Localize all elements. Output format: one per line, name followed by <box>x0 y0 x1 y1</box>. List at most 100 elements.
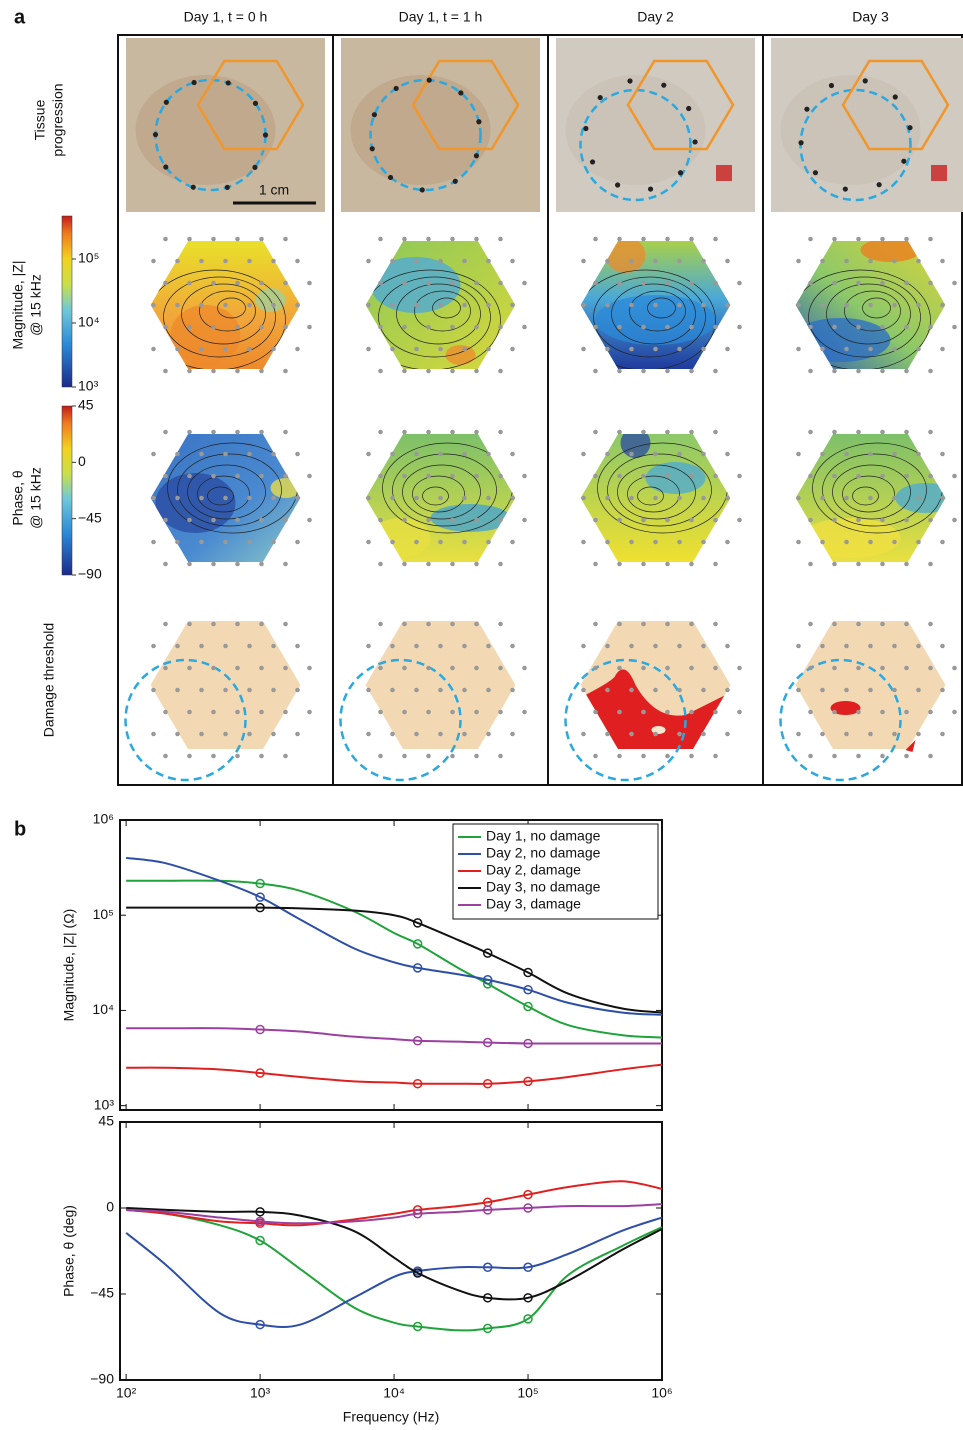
electrode-dot <box>808 561 813 567</box>
electrode-dot <box>259 753 264 759</box>
magnitude-map <box>150 241 301 369</box>
electrode-dot <box>856 621 861 627</box>
legend-box <box>452 823 659 920</box>
electrode-dot <box>235 709 240 715</box>
series-line <box>126 879 663 1039</box>
electrode-dot <box>211 429 216 435</box>
electrode-dot <box>605 495 610 501</box>
suture <box>225 80 231 86</box>
wound-outline <box>369 78 482 192</box>
electrode-dot <box>259 324 264 330</box>
row-label: @ 15 kHz <box>28 467 44 529</box>
electrode-dot <box>211 621 216 627</box>
electrode-dot <box>283 429 288 435</box>
electrode-dot <box>390 539 395 545</box>
electrode-dot <box>832 665 837 671</box>
electrode-dot <box>677 451 682 457</box>
electrode-dot <box>175 495 180 501</box>
electrode-dot <box>689 368 694 374</box>
y-tick-label: 45 <box>98 1113 114 1129</box>
electrode-dot <box>510 451 515 457</box>
electrode-dot <box>366 258 371 264</box>
electrode-dot <box>522 280 527 286</box>
contour <box>187 464 266 520</box>
x-axis-label: Frequency (Hz) <box>343 1409 439 1425</box>
electrode-dot <box>820 687 825 693</box>
data-marker <box>412 1321 423 1332</box>
electrode-dot <box>725 302 730 308</box>
electrode-dot <box>665 429 670 435</box>
suture <box>677 170 684 176</box>
electrode-dot <box>402 236 407 242</box>
electrode-dot <box>235 473 240 479</box>
suture <box>419 187 425 193</box>
electrode-dot <box>414 451 419 457</box>
electrode-dot <box>880 665 885 671</box>
electrode-dot <box>928 429 933 435</box>
electrode-dot <box>474 665 479 671</box>
suture <box>163 164 169 170</box>
electrode-dot <box>808 324 813 330</box>
electrode-dot <box>593 368 598 374</box>
electrode-dot <box>904 709 909 715</box>
electrode-dot <box>199 258 204 264</box>
electrode-dot <box>916 495 921 501</box>
suture <box>369 146 375 152</box>
electrode-dot <box>832 753 837 759</box>
legend-label: Day 3, no damage <box>486 879 601 895</box>
colorbar <box>61 215 73 388</box>
electrode-dot <box>510 643 515 649</box>
electrode-dot <box>581 346 586 352</box>
electrode-dot <box>653 731 658 737</box>
electrode-dot <box>163 709 168 715</box>
electrode-dot <box>904 368 909 374</box>
electrode-dot <box>844 539 849 545</box>
electrode-dot <box>462 539 467 545</box>
electrode-dot <box>617 561 622 567</box>
electrode-dot <box>832 368 837 374</box>
data-marker <box>523 967 533 978</box>
electrode-dot <box>952 324 957 330</box>
data-marker <box>523 1038 533 1049</box>
contour <box>832 464 911 520</box>
electrode-dot <box>605 346 610 352</box>
electrode-dot <box>868 451 873 457</box>
electrode-dot <box>629 302 634 308</box>
electrode-dot <box>665 236 670 242</box>
array-outline <box>196 59 305 151</box>
electrode-dot <box>880 236 885 242</box>
tissue-shade <box>780 75 921 185</box>
electrode-dot <box>808 517 813 523</box>
electrode-dot <box>462 643 467 649</box>
series-line <box>126 1180 663 1227</box>
electrode-dot <box>665 280 670 286</box>
row-label: Magnitude, |Z| <box>10 261 26 350</box>
electrode-dot <box>450 280 455 286</box>
electrode-dot <box>940 346 945 352</box>
electrode-dot <box>402 429 407 435</box>
electrode-dot <box>474 429 479 435</box>
contour <box>217 297 246 319</box>
electrode-dot <box>665 473 670 479</box>
electrode-dot <box>808 709 813 715</box>
electrode-dot <box>892 643 897 649</box>
electrode-dot <box>283 473 288 479</box>
electrode-dot <box>629 731 634 737</box>
electrode-dot <box>510 302 515 308</box>
contour <box>207 486 234 506</box>
electrode-dot <box>510 346 515 352</box>
contour <box>629 290 686 332</box>
electrode-dot <box>856 709 861 715</box>
electrode-dot <box>928 753 933 759</box>
electrode-dot <box>641 368 646 374</box>
suture <box>452 178 458 184</box>
column <box>339 38 540 782</box>
electrode-dot <box>223 495 228 501</box>
electrode-dot <box>844 731 849 737</box>
electrode-dot <box>605 258 610 264</box>
contour <box>808 276 921 358</box>
threshold-fill <box>795 621 946 749</box>
electrode-dot <box>498 236 503 242</box>
electrode-dot <box>820 643 825 649</box>
electrode-dot <box>653 258 658 264</box>
